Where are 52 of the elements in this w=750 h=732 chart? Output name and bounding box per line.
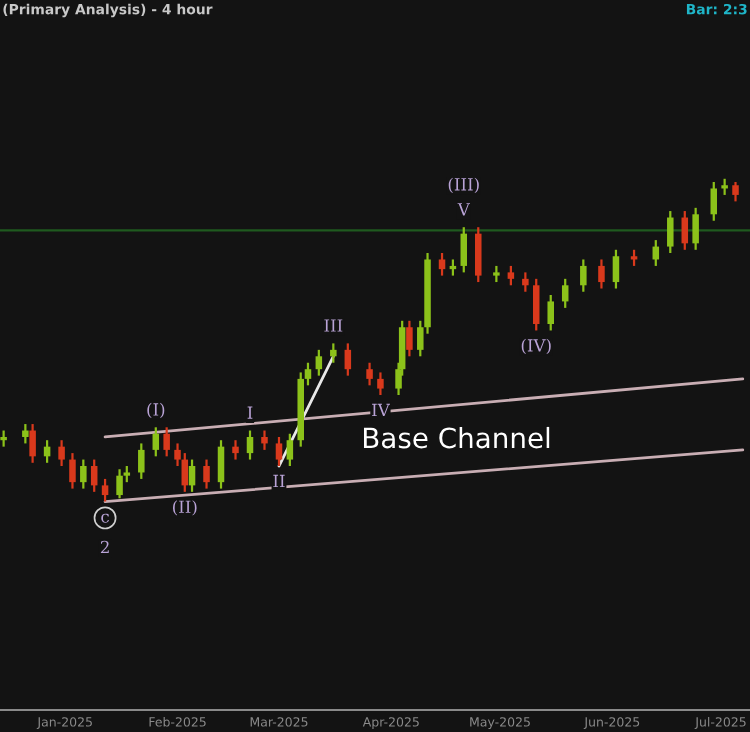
- annotation: (IV): [521, 338, 551, 355]
- candlestick: [532, 277, 540, 332]
- candlestick: [188, 458, 196, 493]
- candlestick: [261, 429, 268, 451]
- annotation: 2: [100, 540, 109, 554]
- annotation: (I): [147, 402, 165, 419]
- candlestick: [366, 361, 373, 387]
- candlestick: [69, 452, 76, 490]
- candlestick: [406, 319, 413, 358]
- candlestick: [507, 264, 515, 287]
- candlestick: [330, 342, 337, 364]
- candlestick: [286, 432, 294, 468]
- candlestick: [580, 258, 587, 293]
- candlestick: [163, 426, 170, 458]
- candlestick: [90, 458, 98, 493]
- annotation: IV: [372, 403, 390, 417]
- candlestick: [116, 468, 123, 500]
- candlestick: [460, 226, 468, 274]
- candlestick: [475, 226, 482, 284]
- candlestick: [101, 477, 109, 503]
- candlestick: [203, 458, 210, 490]
- candlestick: [315, 348, 323, 377]
- annotation: V: [457, 203, 471, 216]
- candlestick: [522, 271, 529, 293]
- candlestick: [29, 422, 36, 464]
- candlestick: [667, 209, 674, 255]
- annotation: c: [101, 513, 109, 523]
- candlestick: [344, 342, 352, 377]
- annotation: I: [247, 406, 253, 419]
- candlestick: [710, 180, 718, 222]
- candlestick: [232, 439, 239, 461]
- candlestick: [692, 206, 699, 251]
- candlestick: [22, 422, 29, 445]
- annotation: II: [273, 474, 285, 488]
- candlestick: [152, 426, 160, 458]
- candlestick: [246, 429, 254, 461]
- candlestick: [217, 439, 225, 490]
- candlestick: [138, 442, 145, 481]
- annotation: (III): [448, 177, 479, 193]
- annotation: Base Channel: [363, 426, 550, 449]
- candlestick: [377, 371, 384, 397]
- candlestick: [732, 180, 739, 203]
- candlestick: [438, 251, 446, 277]
- candlestick: [561, 277, 569, 309]
- candlestick: [80, 458, 87, 490]
- candlestick: [612, 248, 620, 290]
- candlestick: [275, 435, 283, 468]
- candlestick: [547, 293, 554, 332]
- candlestick: [598, 258, 605, 290]
- annotation: (II): [173, 500, 197, 516]
- annotation: III: [324, 319, 343, 332]
- candlestick: [58, 439, 65, 468]
